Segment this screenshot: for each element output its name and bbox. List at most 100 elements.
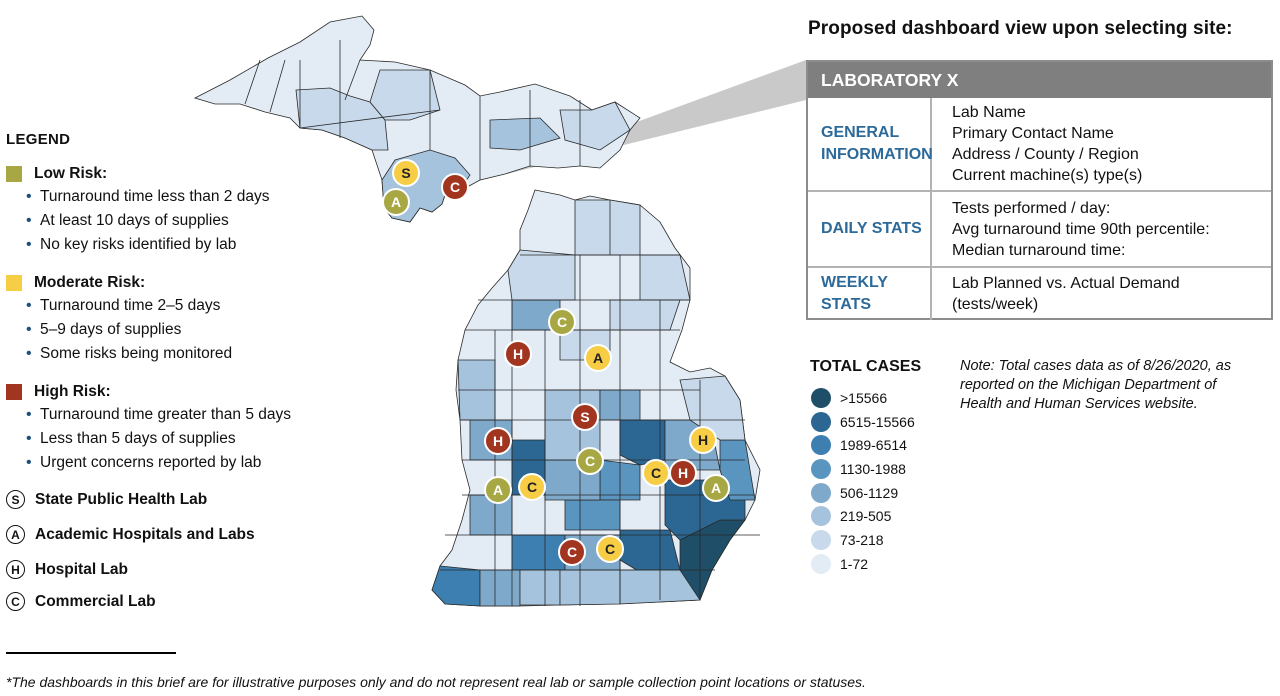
daily-stats-row: DAILY STATS Tests performed / day: Avg t… [808,190,1271,266]
list-item: Some risks being monitored [6,342,232,366]
lab-marker[interactable]: A [484,476,512,504]
row-value: Median turnaround time: [952,241,1126,259]
lab-marker[interactable]: C [558,538,586,566]
lab-marker[interactable]: C [642,459,670,487]
lab-marker-letter: C [527,479,537,495]
legend-type-commercial: C Commercial Lab [6,592,156,611]
lower-peninsula [431,189,761,607]
bin-swatch [811,458,831,479]
total-cases-scale: >15566 6515-15566 1989-6514 1130-1988 506-11… [811,386,915,576]
list-item: No key risks identified by lab [6,233,269,257]
low-risk-heading: Low Risk: [6,165,269,183]
row-label: GENERAL INFORMATION [808,98,933,190]
lab-marker-circle [576,447,604,475]
legend-title: LEGEND [6,131,71,148]
row-value: Tests performed / day: [952,199,1111,217]
lab-marker[interactable]: A [382,188,410,216]
low-risk-label: Low Risk: [34,165,108,182]
row-label: DAILY STATS [808,192,932,266]
bin-swatch [811,553,831,574]
footnote: *The dashboards in this brief are for il… [6,674,866,690]
bin-label: 506-1129 [840,484,899,501]
lab-marker[interactable]: A [584,344,612,372]
lab-marker[interactable]: H [484,427,512,455]
lab-marker[interactable]: C [518,473,546,501]
commercial-lab-icon: C [6,592,25,611]
lab-marker-letter: A [493,482,503,498]
row-value: Lab Planned vs. Actual Demand [952,275,1180,292]
lab-marker-letter: A [391,194,401,210]
type-label: Commercial Lab [35,592,156,610]
high-risk-swatch [6,384,22,400]
lab-marker[interactable]: C [596,535,624,563]
bin-label: 219-505 [840,508,892,525]
moderate-risk-bullets: Turnaround time 2–5 days 5–9 days of sup… [6,294,232,366]
lab-marker[interactable]: S [392,159,420,187]
total-cases-bin: 1989-6514 [811,433,915,457]
lab-marker[interactable]: H [689,426,717,454]
bin-swatch [811,411,831,432]
lab-marker[interactable]: S [571,403,599,431]
lab-marker-letter: A [593,350,603,366]
footnote-divider [6,652,176,654]
lab-marker-circle [584,344,612,372]
state-lab-icon: S [6,490,25,509]
bin-label: 6515-15566 [840,413,915,430]
total-cases-bin: 1130-1988 [811,457,915,481]
lab-marker[interactable]: H [669,459,697,487]
lab-marker-circle [596,535,624,563]
bin-label: >15566 [840,389,888,406]
row-value: (tests/week) [952,296,1039,313]
lab-marker-circle [571,403,599,431]
data-note: Note: Total cases data as of 8/26/2020, … [960,358,1232,412]
legend-type-academic: A Academic Hospitals and Labs [6,525,255,544]
lab-marker[interactable]: C [548,308,576,336]
legend-type-hospital: H Hospital Lab [6,560,128,579]
lab-marker[interactable]: H [504,340,532,368]
legend-low-risk: Low Risk: Turnaround time less than 2 da… [6,165,269,257]
lab-marker-circle [548,308,576,336]
lab-marker-letter: C [585,453,595,469]
lab-marker-letter: C [651,465,661,481]
row-value: Lab Name [952,104,1026,121]
lab-marker-letter: C [567,544,577,560]
hospital-lab-icon: H [6,560,25,579]
high-risk-bullets: Turnaround time greater than 5 days Less… [6,403,291,475]
moderate-risk-label: Moderate Risk: [34,274,146,291]
lab-marker-letter: H [493,433,503,449]
lab-marker[interactable]: A [702,474,730,502]
lab-marker-letter: S [580,409,589,425]
lab-marker[interactable]: C [441,173,469,201]
list-item: At least 10 days of supplies [6,209,269,233]
row-values: Lab Planned vs. Actual Demand (tests/wee… [932,268,1180,320]
lab-marker[interactable]: C [576,447,604,475]
lab-marker-circle [392,159,420,187]
total-cases-bin: 6515-15566 [811,410,915,434]
type-label: Hospital Lab [35,560,129,578]
bin-label: 1-72 [840,555,869,572]
legend-type-state: S State Public Health Lab [6,490,207,509]
lab-marker-circle [441,173,469,201]
high-risk-label: High Risk: [34,383,111,400]
lab-marker-circle [504,340,532,368]
low-risk-bullets: Turnaround time less than 2 days At leas… [6,185,269,257]
total-cases-bin: 73-218 [811,528,915,552]
bin-label: 1130-1988 [840,460,906,477]
row-value: Current machine(s) type(s) [952,167,1143,184]
dashboard-header: LABORATORY X [808,62,1271,98]
lab-marker-letter: S [401,165,410,181]
row-values: Lab Name Primary Contact Name Address / … [932,98,1142,190]
general-info-row: GENERAL INFORMATION Lab Name Primary Con… [808,98,1271,190]
lab-marker-letter: H [698,432,708,448]
lab-marker-circle [669,459,697,487]
row-value: Address / County / Region [952,146,1139,163]
high-risk-heading: High Risk: [6,383,291,401]
row-value: Primary Contact Name [952,125,1114,142]
lab-marker-letter: C [450,179,460,195]
list-item: Turnaround time 2–5 days [6,294,232,318]
total-cases-bin: 219-505 [811,504,915,528]
lab-marker-circle [484,476,512,504]
academic-lab-icon: A [6,525,25,544]
type-label: Academic Hospitals and Labs [35,525,255,543]
